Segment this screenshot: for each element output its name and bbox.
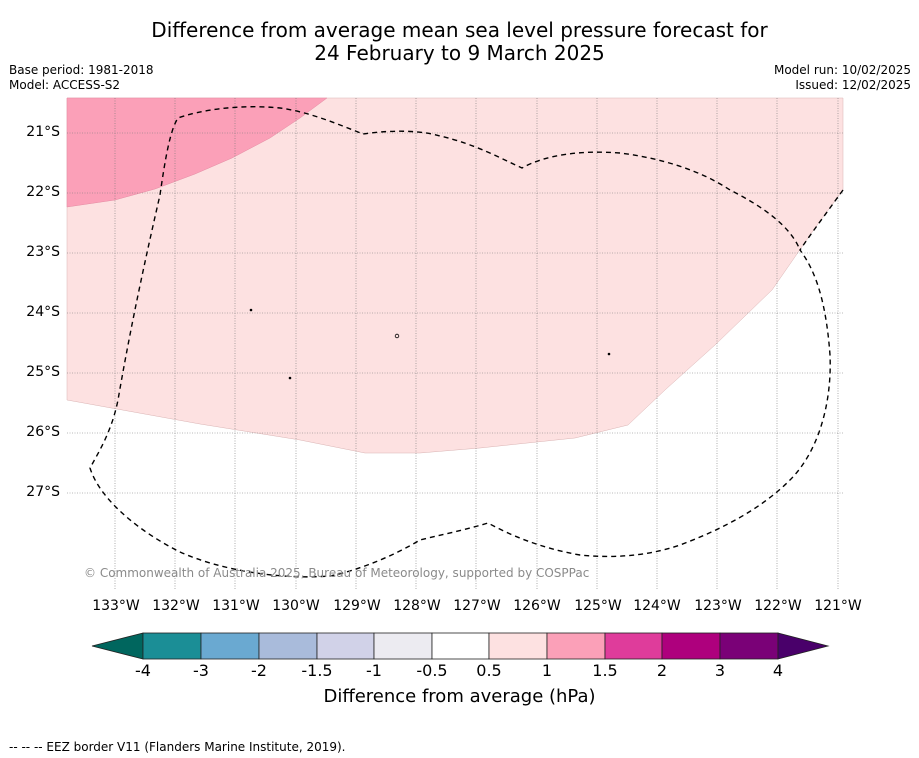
colorbar-segment (719, 632, 779, 660)
colorbar-segment (316, 632, 375, 660)
colorbar-tick: -4 (135, 661, 151, 680)
map-area (66, 97, 844, 590)
lon-label: 128°W (393, 598, 441, 614)
colorbar-over-arrow (777, 632, 830, 660)
lon-label: 130°W (272, 598, 320, 614)
map-title: Difference from average mean sea level p… (0, 19, 919, 65)
lat-label: 24°S (26, 304, 60, 320)
colorbar-segment (604, 632, 663, 660)
colorbar-segment (142, 632, 202, 660)
grid-lines (67, 98, 843, 590)
colorbar (91, 632, 830, 660)
copyright-text: © Commonwealth of Australia 2025, Bureau… (84, 566, 590, 580)
model-run-text: Model run: 10/02/2025 (773, 63, 911, 77)
lat-label: 21°S (26, 124, 60, 140)
colorbar-segment (200, 632, 260, 660)
lon-label: 126°W (513, 598, 561, 614)
lat-label: 26°S (26, 424, 60, 440)
colorbar-segment (546, 632, 606, 660)
run-info: Model run: 10/02/2025 Issued: 12/02/2025 (774, 63, 911, 93)
lon-label: 123°W (694, 598, 742, 614)
colorbar-segment (661, 632, 721, 660)
model-text: Model: ACCESS-S2 (9, 78, 121, 92)
base-info: Base period: 1981-2018 Model: ACCESS-S2 (9, 63, 154, 93)
colorbar-tick: -3 (193, 661, 209, 680)
eez-border (89, 106, 844, 578)
colorbar-tick: 1 (541, 661, 553, 680)
lat-label: 25°S (26, 364, 60, 380)
colorbar-label: Difference from average (hPa) (323, 686, 596, 707)
lon-label: 129°W (333, 598, 381, 614)
lat-label: 27°S (26, 484, 60, 500)
lon-label: 132°W (152, 598, 200, 614)
colorbar-tick: 3 (714, 661, 726, 680)
eez-legend-text: -- -- -- EEZ border V11 (Flanders Marine… (9, 740, 346, 754)
lon-label: 131°W (212, 598, 260, 614)
colorbar-tick: -1.5 (301, 661, 333, 680)
colorbar-tick: 0.5 (476, 661, 502, 680)
colorbar-segment (488, 632, 548, 660)
colorbar-tick: -2 (251, 661, 267, 680)
pressure-anomaly-light-pink (66, 97, 844, 454)
lon-label: 133°W (92, 598, 140, 614)
pressure-anomaly-pink (66, 97, 328, 208)
lon-label: 127°W (453, 598, 501, 614)
title-line-2: 24 February to 9 March 2025 (314, 41, 605, 65)
colorbar-tick: -1 (366, 661, 382, 680)
lon-label: 122°W (754, 598, 802, 614)
colorbar-tick: 4 (772, 661, 784, 680)
islands (249, 308, 611, 380)
colorbar-tick: -0.5 (416, 661, 448, 680)
lat-label: 23°S (26, 244, 60, 260)
colorbar-under-arrow (91, 632, 144, 660)
colorbar-segment (431, 632, 490, 660)
colorbar-tick: 1.5 (592, 661, 618, 680)
lon-label: 124°W (633, 598, 681, 614)
lat-label: 22°S (26, 184, 60, 200)
issued-text: Issued: 12/02/2025 (795, 78, 911, 92)
colorbar-tick: 2 (656, 661, 668, 680)
colorbar-segment (258, 632, 318, 660)
title-line-1: Difference from average mean sea level p… (151, 18, 768, 42)
base-period-text: Base period: 1981-2018 (9, 63, 154, 77)
lon-label: 125°W (574, 598, 622, 614)
colorbar-segment (373, 632, 433, 660)
lon-label: 121°W (814, 598, 862, 614)
